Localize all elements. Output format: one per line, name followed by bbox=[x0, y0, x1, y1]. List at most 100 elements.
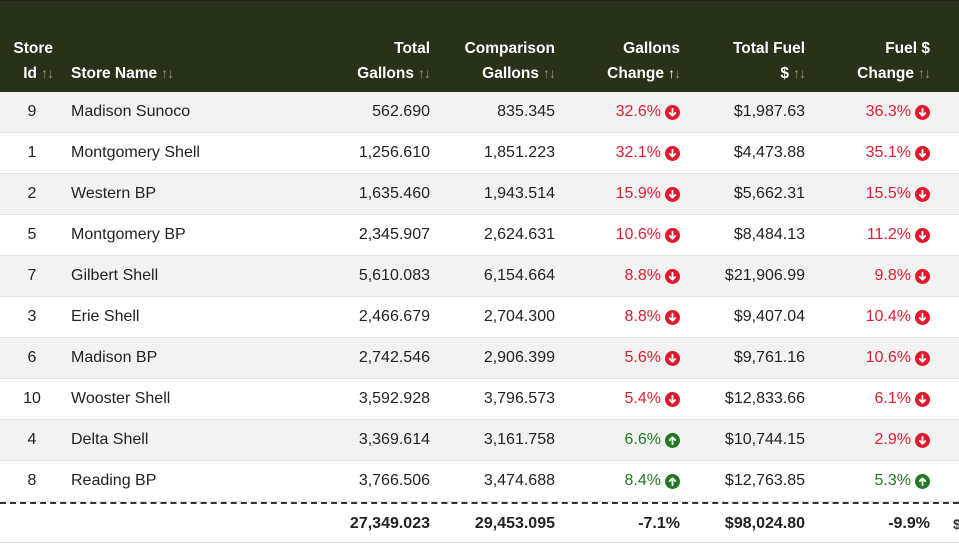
store-name: Wooster Shell bbox=[71, 390, 171, 407]
divider bbox=[0, 542, 959, 543]
table-row[interactable]: 5 Montgomery BP 2,345.907 2,624.631 10.6% $8,… bbox=[0, 215, 959, 256]
fuel-change: 6.1% bbox=[875, 390, 930, 408]
table-body: 9 Madison Sunoco 562.690 835.345 32.6% $1,987… bbox=[0, 92, 959, 502]
arrow-down-icon bbox=[665, 350, 680, 366]
header-fuel-change-line1: Fuel $ bbox=[885, 40, 930, 57]
store-id: 8 bbox=[27, 472, 37, 489]
store-id: 9 bbox=[27, 103, 37, 120]
sort-icon[interactable]: ↑↓ bbox=[918, 65, 931, 81]
total-fuel: $9,407.04 bbox=[733, 308, 805, 325]
arrow-down-icon bbox=[915, 186, 930, 202]
sort-icon-active[interactable]: ↑↓ bbox=[668, 65, 681, 81]
arrow-down-icon bbox=[665, 268, 680, 284]
fuel-change: 11.2% bbox=[867, 226, 930, 244]
comparison-gallons: 835.345 bbox=[497, 103, 555, 120]
header-gallons-change[interactable]: Gallons Change ↑↓ bbox=[607, 37, 681, 86]
fuel-change: 9.8% bbox=[875, 267, 930, 285]
header-store-name-label: Store Name bbox=[71, 65, 158, 82]
fuel-change: 10.4% bbox=[866, 308, 930, 326]
header-total-gallons[interactable]: Total Gallons ↑↓ bbox=[357, 37, 431, 86]
total-gallons: 2,466.679 bbox=[358, 308, 430, 325]
sort-icon[interactable]: ↑↓ bbox=[793, 65, 806, 81]
store-name: Montgomery Shell bbox=[71, 144, 200, 161]
table-row[interactable]: 10 Wooster Shell 3,592.928 3,796.573 5.4% $12… bbox=[0, 379, 959, 420]
header-total-gallons-line1: Total bbox=[394, 40, 430, 57]
header-gallons-change-line2: Change bbox=[607, 65, 664, 82]
table-row[interactable]: 9 Madison Sunoco 562.690 835.345 32.6% $1,987… bbox=[0, 92, 959, 133]
total-fuel: $1,987.63 bbox=[733, 103, 805, 120]
header-store-name[interactable]: Store Name ↑↓ bbox=[71, 61, 174, 86]
header-total-fuel-line1: Total Fuel bbox=[732, 40, 805, 57]
store-id: 1 bbox=[27, 144, 37, 161]
gallons-change: 6.6% bbox=[625, 431, 680, 449]
total-gallons-sum: 27,349.023 bbox=[349, 515, 430, 532]
table-row[interactable]: 8 Reading BP 3,766.506 3,474.688 8.4% $12,763… bbox=[0, 461, 959, 502]
sort-icon[interactable]: ↑↓ bbox=[161, 65, 174, 81]
store-name: Gilbert Shell bbox=[71, 267, 159, 284]
arrow-down-icon bbox=[665, 186, 680, 202]
comparison-gallons: 1,943.514 bbox=[483, 185, 555, 202]
gallons-change: 8.8% bbox=[625, 267, 680, 285]
store-id: 2 bbox=[27, 185, 37, 202]
header-store-id[interactable]: Store Id ↑↓ bbox=[13, 37, 54, 86]
arrow-up-icon bbox=[665, 473, 680, 489]
store-id: 10 bbox=[23, 390, 41, 407]
table-row[interactable]: 7 Gilbert Shell 5,610.083 6,154.664 8.8% $21,… bbox=[0, 256, 959, 297]
total-gallons: 3,369.614 bbox=[358, 431, 430, 448]
total-fuel: $5,662.31 bbox=[733, 185, 805, 202]
comparison-gallons: 3,796.573 bbox=[483, 390, 555, 407]
header-fuel-change[interactable]: Fuel $ Change ↑↓ bbox=[857, 37, 931, 86]
gallons-change: 8.8% bbox=[625, 308, 680, 326]
fuel-change: 15.5% bbox=[866, 185, 930, 203]
total-fuel: $10,744.15 bbox=[724, 431, 805, 448]
table-row[interactable]: 6 Madison BP 2,742.546 2,906.399 5.6% $9,761.… bbox=[0, 338, 959, 379]
fuel-change: 2.9% bbox=[875, 431, 930, 449]
arrow-down-icon bbox=[915, 268, 930, 284]
arrow-down-icon bbox=[915, 227, 930, 243]
arrow-up-icon bbox=[665, 432, 680, 448]
comparison-gallons: 2,906.399 bbox=[483, 349, 555, 366]
fuel-change: 35.1% bbox=[866, 144, 930, 162]
table-row[interactable]: 3 Erie Shell 2,466.679 2,704.300 8.8% $9,407.… bbox=[0, 297, 959, 338]
arrow-down-icon bbox=[665, 309, 680, 325]
arrow-down-icon bbox=[665, 145, 680, 161]
table-row[interactable]: 4 Delta Shell 3,369.614 3,161.758 6.6% $10,74… bbox=[0, 420, 959, 461]
gallons-change: 15.9% bbox=[616, 185, 680, 203]
sort-icon[interactable]: ↑↓ bbox=[41, 65, 54, 81]
gallons-change: 32.1% bbox=[616, 144, 680, 162]
header-total-fuel-line2: $ bbox=[780, 65, 789, 82]
store-id: 4 bbox=[27, 431, 37, 448]
header-total-fuel[interactable]: Total Fuel $ ↑↓ bbox=[732, 37, 806, 86]
total-fuel: $8,484.13 bbox=[733, 226, 805, 243]
header-comparison-gallons-line1: Comparison bbox=[464, 40, 555, 57]
table-row[interactable]: 1 Montgomery Shell 1,256.610 1,851.223 32.1%… bbox=[0, 133, 959, 174]
total-fuel: $9,761.16 bbox=[733, 349, 805, 366]
arrow-down-icon bbox=[665, 227, 680, 243]
total-gallons: 3,592.928 bbox=[358, 390, 430, 407]
store-id: 7 bbox=[27, 267, 37, 284]
arrow-down-icon bbox=[915, 145, 930, 161]
arrow-down-icon bbox=[915, 104, 930, 120]
store-name: Delta Shell bbox=[71, 431, 149, 448]
table-row[interactable]: 2 Western BP 1,635.460 1,943.514 15.9% $5,662… bbox=[0, 174, 959, 215]
arrow-down-icon bbox=[915, 309, 930, 325]
total-gallons: 5,610.083 bbox=[358, 267, 430, 284]
sort-icon[interactable]: ↑↓ bbox=[543, 65, 556, 81]
fuel-change: 36.3% bbox=[866, 103, 930, 121]
comparison-gallons: 1,851.223 bbox=[483, 144, 555, 161]
comparison-gallons: 2,624.631 bbox=[483, 226, 555, 243]
store-id: 3 bbox=[27, 308, 37, 325]
header-store-id-line2: Id bbox=[23, 65, 37, 82]
gallons-change-total: -7.1% bbox=[638, 515, 680, 532]
total-fuel: $4,473.88 bbox=[733, 144, 805, 161]
header-comparison-gallons[interactable]: Comparison Gallons ↑↓ bbox=[464, 37, 556, 86]
store-name: Erie Shell bbox=[71, 308, 140, 325]
header-store-id-line1: Store bbox=[13, 40, 53, 57]
gallons-change: 10.6% bbox=[616, 226, 680, 244]
arrow-up-icon bbox=[915, 473, 930, 489]
gallons-change: 32.6% bbox=[616, 103, 680, 121]
header-gallons-change-line1: Gallons bbox=[623, 40, 680, 57]
sort-icon[interactable]: ↑↓ bbox=[418, 65, 431, 81]
store-id: 6 bbox=[27, 349, 37, 366]
